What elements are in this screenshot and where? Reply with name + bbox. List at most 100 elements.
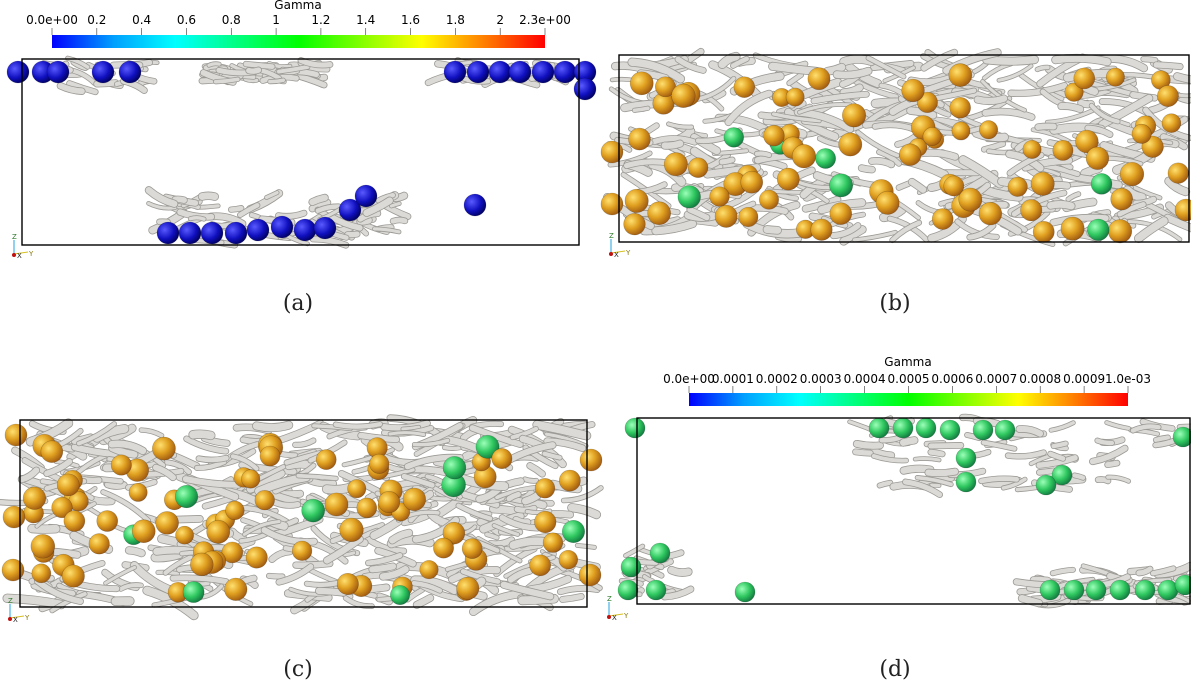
vortex-structure bbox=[401, 473, 435, 488]
vortex-structure bbox=[908, 178, 927, 193]
vortex-structure bbox=[271, 499, 301, 508]
particle-sphere bbox=[829, 173, 854, 198]
particle-sphere bbox=[259, 445, 281, 467]
colorbar-top-tick-label: 0.2 bbox=[87, 13, 106, 27]
vortex-structure bbox=[323, 536, 364, 564]
vortex-structure bbox=[1085, 125, 1113, 138]
vortex-structure bbox=[817, 136, 842, 147]
vortex-structure bbox=[433, 486, 457, 500]
vortex-structure bbox=[108, 444, 138, 458]
vortex-structure bbox=[28, 524, 60, 533]
vortex-structure bbox=[652, 220, 697, 235]
particle-sphere bbox=[561, 519, 585, 544]
vortex-structure bbox=[1047, 200, 1075, 210]
particle-sphere bbox=[624, 417, 646, 439]
vortex-structure bbox=[506, 491, 521, 502]
vortex-structure bbox=[1051, 54, 1111, 66]
particle-sphere bbox=[758, 189, 779, 210]
vortex-structure bbox=[34, 578, 84, 605]
vortex-structure bbox=[504, 555, 556, 578]
vortex-structure bbox=[266, 573, 285, 579]
particle-sphere bbox=[354, 184, 378, 208]
particle-sphere bbox=[629, 71, 654, 96]
vortex-structure bbox=[567, 503, 601, 519]
particle-sphere bbox=[40, 440, 64, 463]
vortex-structure bbox=[26, 419, 73, 446]
vortex-structure bbox=[1095, 476, 1111, 484]
particle-sphere bbox=[1051, 464, 1073, 486]
particle-sphere bbox=[6, 60, 30, 84]
vortex-structure bbox=[277, 64, 310, 74]
vortex-structure bbox=[189, 430, 215, 440]
particle-sphere bbox=[88, 533, 110, 555]
vortex-structure bbox=[469, 425, 523, 448]
axis-x-label: X bbox=[13, 616, 18, 624]
colorbar-top-tick-label: 1.4 bbox=[356, 13, 375, 27]
vortex-structure bbox=[296, 69, 319, 78]
vortex-structure bbox=[213, 77, 240, 84]
vortex-structure bbox=[315, 204, 341, 213]
colorbar-bottom-tick-label: 0.0004 bbox=[844, 372, 886, 386]
colorbar-bottom-tick-label: 0.0008 bbox=[1019, 372, 1061, 386]
vortex-structure bbox=[1072, 473, 1086, 480]
vortex-structure bbox=[858, 165, 876, 173]
particle-sphere bbox=[178, 221, 202, 245]
vortex-structure bbox=[1178, 93, 1191, 98]
vortex-structure bbox=[978, 476, 1019, 484]
vortex-structure bbox=[500, 581, 554, 600]
particle-sphere bbox=[542, 532, 564, 553]
vortex-structure bbox=[840, 225, 866, 245]
particle-sphere bbox=[356, 497, 378, 519]
particle-sphere bbox=[200, 221, 224, 245]
particle-sphere bbox=[972, 419, 994, 441]
vortex-structure bbox=[925, 468, 959, 477]
particle-sphere bbox=[1075, 129, 1099, 154]
particle-sphere bbox=[994, 419, 1016, 441]
vortex-structure bbox=[1173, 72, 1191, 84]
particle-sphere bbox=[1134, 579, 1156, 601]
vortex-structure bbox=[363, 197, 393, 217]
particle-sphere bbox=[807, 67, 831, 91]
vortex-structure bbox=[379, 566, 409, 580]
particle-sphere bbox=[978, 201, 1003, 226]
particle-sphere bbox=[829, 202, 853, 225]
particle-sphere bbox=[46, 60, 70, 84]
particle-sphere bbox=[1032, 220, 1055, 243]
colorbar-bottom-tick-label: 0.0007 bbox=[975, 372, 1017, 386]
particle-sphere bbox=[655, 76, 676, 98]
vortex-structure bbox=[326, 213, 363, 231]
particle-sphere bbox=[1119, 161, 1145, 187]
panel-a: Z X Y bbox=[6, 55, 597, 260]
colorbar-top-ticks: 0.0e+00 0.2 0.4 0.6 0.8 1 1.2 1.4 1.6 1.8 2 2.3e+00 bbox=[26, 13, 571, 35]
vortex-structure bbox=[388, 431, 426, 437]
vortex-structure bbox=[1001, 477, 1027, 490]
axis-z-label: Z bbox=[609, 232, 614, 240]
axis-y-label: Y bbox=[24, 614, 30, 622]
particle-sphere bbox=[553, 60, 577, 84]
vortex-structure bbox=[871, 98, 903, 108]
vortex-structure bbox=[276, 564, 314, 585]
particle-sphere bbox=[558, 469, 581, 492]
vortex-structure bbox=[170, 575, 229, 585]
vortex-structure bbox=[872, 122, 918, 133]
particle-sphere bbox=[246, 218, 270, 242]
particle-sphere bbox=[898, 143, 922, 166]
particle-sphere bbox=[645, 579, 667, 601]
vortex-structure bbox=[981, 440, 1017, 451]
particle-sphere bbox=[901, 78, 925, 103]
particle-sphere bbox=[529, 554, 552, 577]
particle-sphere bbox=[573, 77, 597, 101]
caption-c: (c) bbox=[283, 657, 313, 682]
particle-sphere bbox=[91, 60, 115, 84]
vortex-structure bbox=[853, 440, 884, 449]
vortex-structure bbox=[823, 63, 846, 75]
vortex-structure bbox=[628, 58, 685, 83]
particle-sphere bbox=[624, 188, 649, 213]
vortex-structure bbox=[763, 225, 782, 234]
vortex-structure bbox=[521, 491, 542, 505]
particle-sphere bbox=[1007, 176, 1028, 197]
vortex-structure bbox=[1164, 214, 1191, 232]
particle-sphere bbox=[1174, 574, 1191, 596]
particle-sphere bbox=[491, 448, 513, 470]
particle-sphere bbox=[241, 469, 261, 489]
